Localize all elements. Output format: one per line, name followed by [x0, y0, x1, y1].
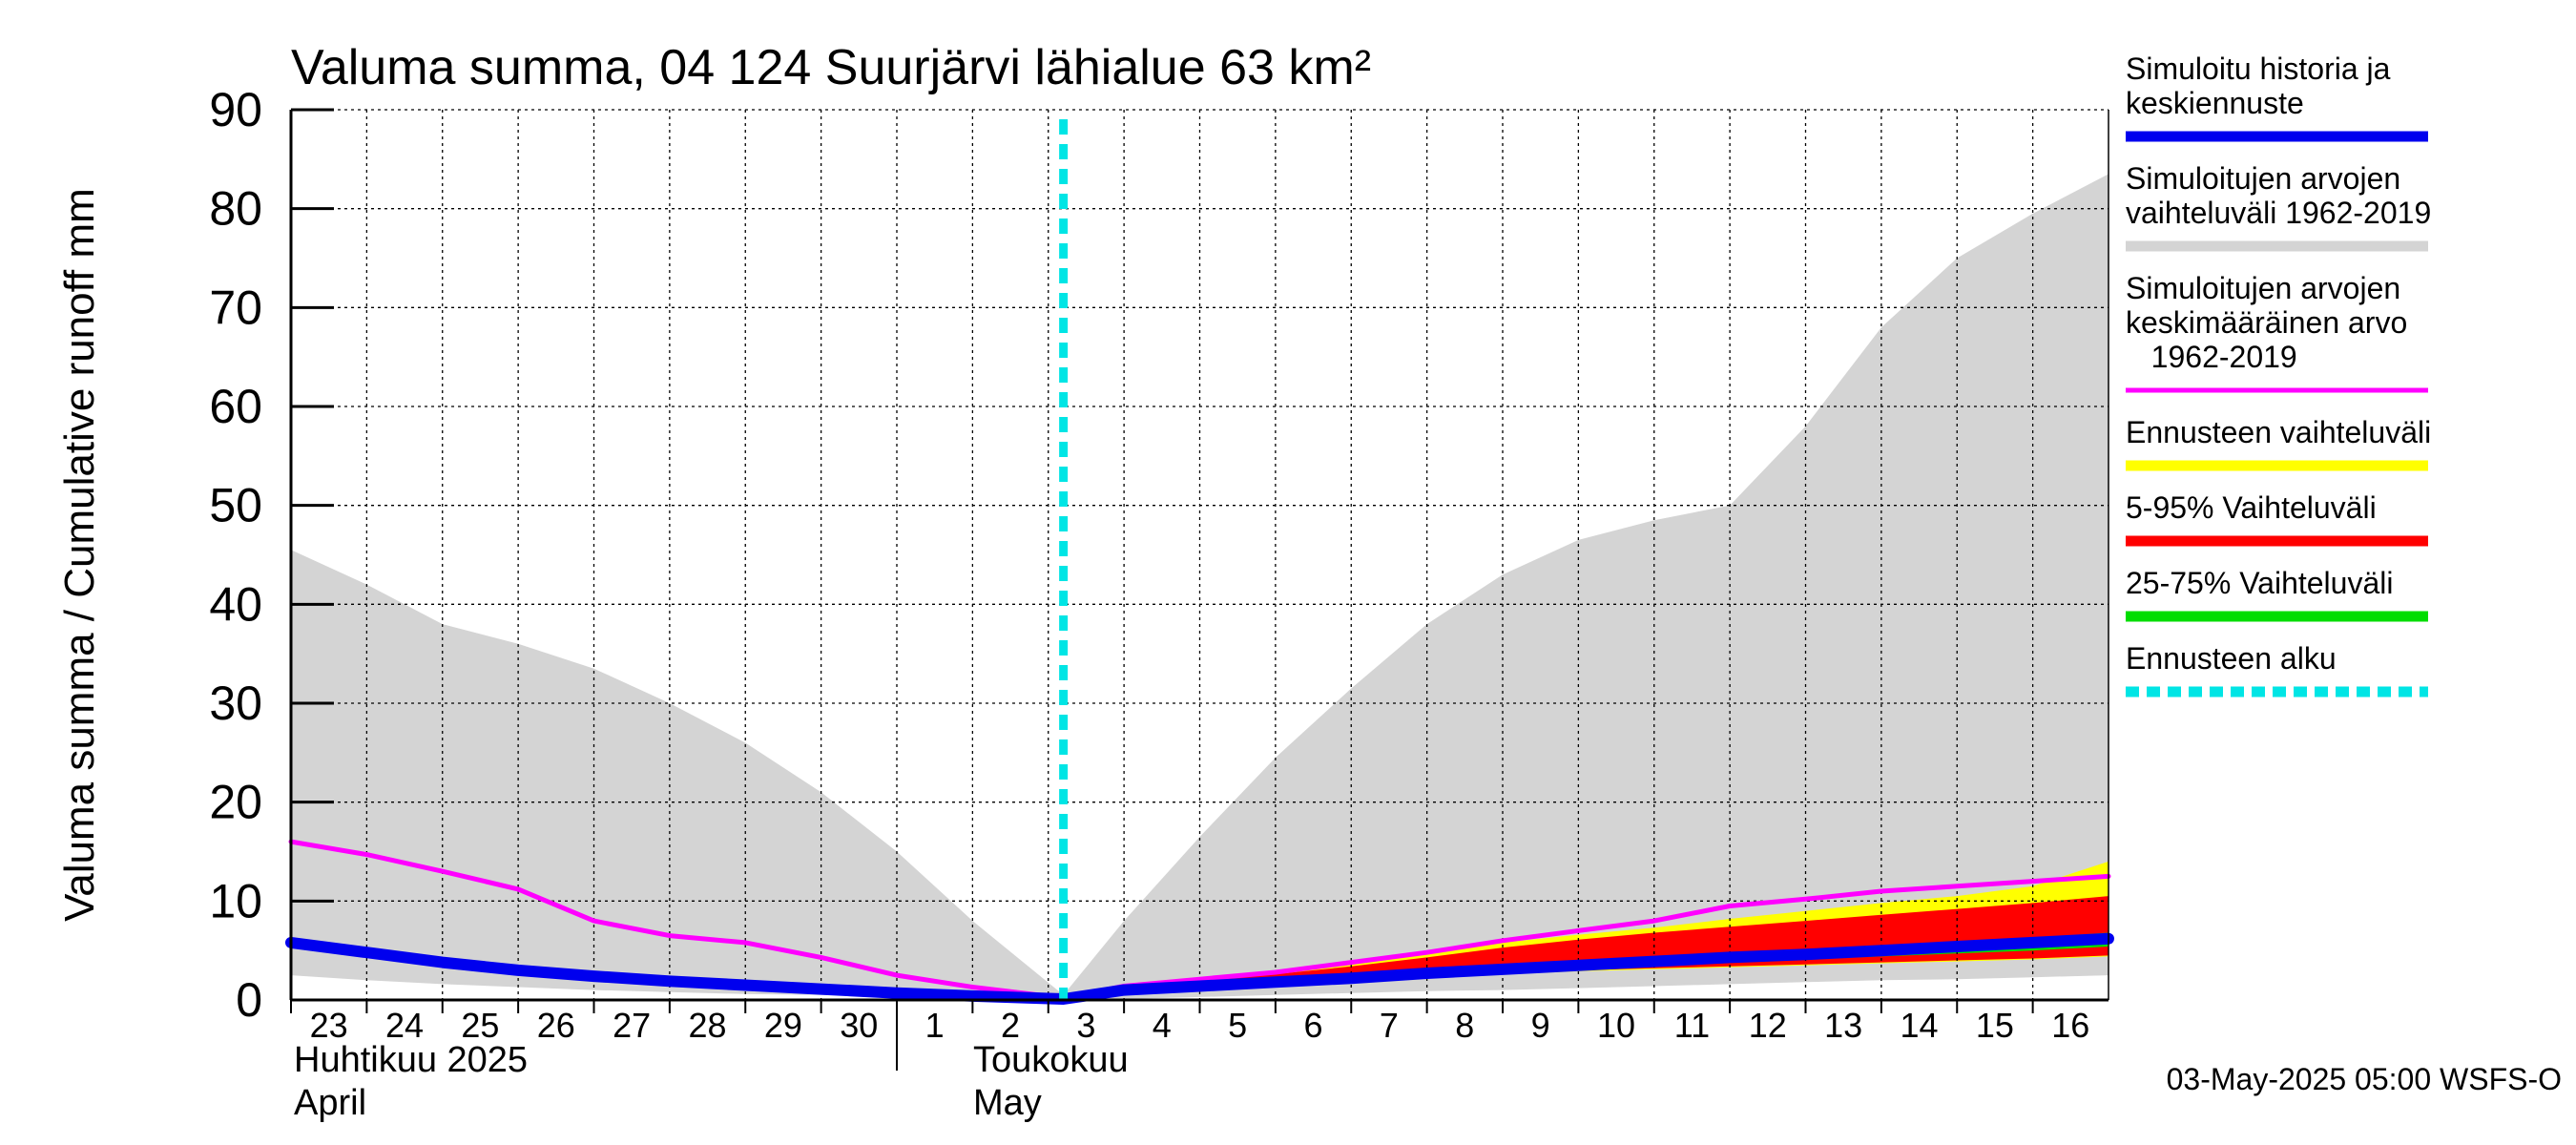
- x-tick-label-18: 11: [1674, 1006, 1710, 1045]
- x-tick-label-0: 23: [310, 1006, 348, 1045]
- x-tick-label-13: 6: [1304, 1006, 1323, 1045]
- month-label-april-fi: Huhtikuu 2025: [294, 1040, 528, 1080]
- x-tick-label-23: 16: [2051, 1006, 2089, 1045]
- legend-label-1-0: Simuloitujen arvojen: [2126, 161, 2400, 196]
- x-tick-label-22: 15: [1976, 1006, 2014, 1045]
- month-label-may-fi: Toukokuu: [973, 1040, 1129, 1080]
- footer-timestamp: 03-May-2025 05:00 WSFS-O: [2167, 1062, 2562, 1096]
- x-tick-label-2: 25: [461, 1006, 499, 1045]
- y-axis-label: Valuma summa / Cumulative runoff mm: [56, 188, 103, 922]
- x-tick-label-8: 1: [925, 1006, 945, 1045]
- legend-label-1-1: vaihteluväli 1962-2019: [2126, 196, 2431, 230]
- x-tick-label-7: 30: [840, 1006, 878, 1045]
- x-tick-label-17: 10: [1597, 1006, 1635, 1045]
- y-tick-label-5: 50: [209, 479, 262, 532]
- y-tick-label-1: 10: [209, 874, 262, 927]
- x-tick-label-5: 28: [689, 1006, 727, 1045]
- y-tick-label-7: 70: [209, 281, 262, 334]
- month-label-may-en: May: [973, 1083, 1042, 1123]
- legend-label-0-1: keskiennuste: [2126, 86, 2304, 120]
- series-line-0: [288, 839, 2111, 1001]
- x-tick-label-6: 29: [764, 1006, 802, 1045]
- y-tick-label-8: 80: [209, 182, 262, 236]
- x-tick-label-19: 12: [1749, 1006, 1787, 1045]
- x-tick-label-11: 4: [1153, 1006, 1172, 1045]
- y-tick-label-0: 0: [236, 973, 262, 1027]
- x-tick-label-4: 27: [613, 1006, 651, 1045]
- legend-label-6-0: Ennusteen alku: [2126, 641, 2337, 676]
- x-tick-label-9: 2: [1001, 1006, 1020, 1045]
- x-tick-label-10: 3: [1076, 1006, 1095, 1045]
- legend-label-2-1: keskimääräinen arvo: [2126, 305, 2407, 340]
- x-tick-label-14: 7: [1380, 1006, 1399, 1045]
- chart-title: Valuma summa, 04 124 Suurjärvi lähialue …: [291, 40, 1371, 95]
- legend-label-5-0: 25-75% Vaihteluväli: [2126, 566, 2393, 600]
- grid-layer: [291, 109, 2109, 1000]
- y-tick-label-4: 40: [209, 577, 262, 631]
- legend-label-2-0: Simuloitujen arvojen: [2126, 271, 2400, 305]
- x-tick-label-3: 26: [537, 1006, 575, 1045]
- x-tick-label-20: 13: [1824, 1006, 1862, 1045]
- legend-label-4-0: 5-95% Vaihteluväli: [2126, 490, 2377, 525]
- x-tick-label-12: 5: [1228, 1006, 1247, 1045]
- y-tick-label-2: 20: [209, 776, 262, 829]
- month-label-april-en: April: [294, 1083, 366, 1123]
- x-tick-label-15: 8: [1455, 1006, 1474, 1045]
- series-line-1: [285, 932, 2114, 1005]
- x-tick-label-16: 9: [1531, 1006, 1550, 1045]
- y-tick-label-9: 90: [209, 83, 262, 136]
- legend-label-3-0: Ennusteen vaihteluväli: [2126, 415, 2431, 449]
- legend-label-2-2: 1962-2019: [2126, 340, 2297, 374]
- lines-layer: [285, 119, 2114, 1005]
- y-tick-label-3: 30: [209, 677, 262, 730]
- x-tick-label-1: 24: [385, 1006, 424, 1045]
- legend-label-0-0: Simuloitu historia ja: [2126, 52, 2391, 86]
- x-tick-label-21: 14: [1901, 1006, 1939, 1045]
- y-tick-label-6: 60: [209, 380, 262, 433]
